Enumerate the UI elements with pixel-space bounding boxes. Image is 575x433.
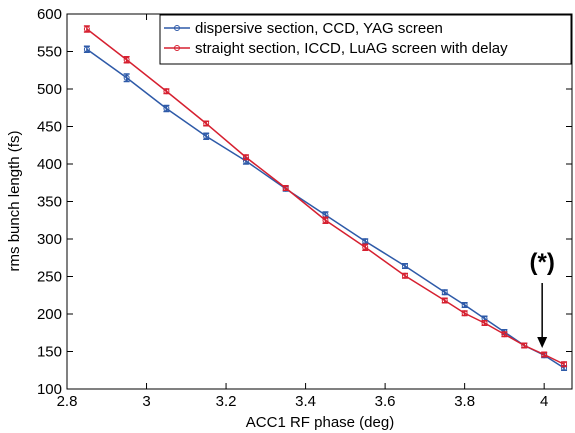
y-tick-label: 350: [37, 194, 62, 211]
data-point: [362, 244, 369, 251]
x-tick-label: 3.4: [295, 393, 316, 410]
y-tick-label: 200: [37, 306, 62, 323]
x-tick-labels: 2.8 3 3.2 3.4 3.6 3.8 4: [57, 393, 549, 410]
series-1: [83, 25, 568, 368]
data-point: [541, 351, 548, 358]
y-tick-label: 450: [37, 119, 62, 136]
x-tick-label: 3.8: [454, 393, 475, 410]
annotation-layer: (*): [530, 249, 555, 348]
annotation-label: (*): [530, 249, 555, 276]
x-tick-label: 4: [540, 393, 548, 410]
x-tick-label: 3.6: [375, 393, 396, 410]
data-point: [561, 361, 568, 368]
data-point: [123, 56, 130, 63]
y-tick-label: 400: [37, 156, 62, 173]
y-tick-label: 600: [37, 6, 62, 23]
data-point: [203, 120, 210, 127]
series-layer: [83, 25, 568, 371]
data-point: [461, 302, 468, 308]
legend: dispersive section, CCD, YAG screen strai…: [159, 14, 572, 65]
data-point: [123, 74, 130, 81]
y-tick-labels: 100 150 200 250 300 350 400 450 500 550 600: [37, 6, 62, 398]
data-point: [441, 297, 448, 304]
data-point: [282, 185, 289, 191]
data-point: [83, 46, 90, 53]
x-axis-label: ACC1 RF phase (deg): [246, 414, 394, 431]
data-point: [461, 310, 468, 317]
series-line: [86, 48, 565, 369]
data-point: [163, 88, 170, 95]
legend-label: dispersive section, CCD, YAG screen: [195, 20, 443, 37]
legend-box: [159, 14, 572, 65]
data-point: [163, 105, 170, 112]
data-point: [501, 331, 508, 338]
x-tick-label: 3.2: [216, 393, 237, 410]
y-tick-label: 150: [37, 344, 62, 361]
series-line: [86, 28, 565, 365]
y-tick-label: 250: [37, 269, 62, 286]
y-tick-label: 100: [37, 381, 62, 398]
x-tick-label: 2.8: [57, 393, 78, 410]
legend-marker: [174, 45, 180, 51]
annotation-arrow-head: [537, 337, 548, 348]
y-axis-label: rms bunch length (fs): [6, 131, 23, 272]
data-point: [83, 26, 90, 32]
data-point: [322, 217, 329, 224]
legend-marker: [174, 25, 180, 31]
data-point: [401, 263, 408, 269]
data-point: [242, 154, 249, 161]
y-tick-label: 550: [37, 44, 62, 61]
y-tick-label: 300: [37, 231, 62, 248]
plot-area: [66, 13, 573, 390]
x-tick-label: 3: [142, 393, 150, 410]
y-tick-label: 500: [37, 81, 62, 98]
data-point: [521, 342, 528, 349]
data-point: [481, 320, 488, 326]
legend-label: straight section, ICCD, LuAG screen with…: [195, 40, 508, 57]
data-point: [203, 133, 210, 140]
data-point: [441, 289, 448, 296]
data-point: [401, 272, 408, 279]
